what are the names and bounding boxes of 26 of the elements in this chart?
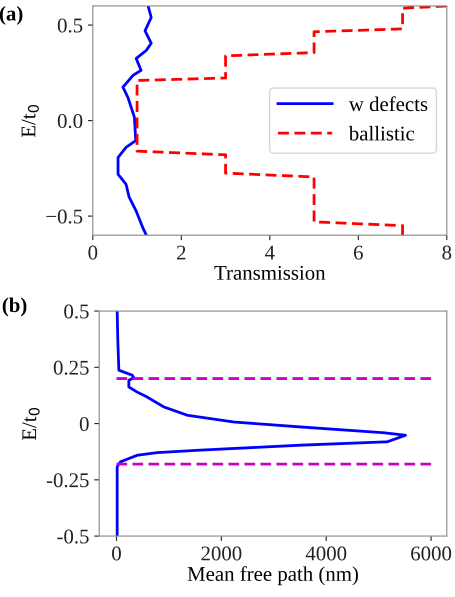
y-tick-label: -0.25 bbox=[46, 473, 89, 488]
y-tick-label: -0.5 bbox=[57, 529, 89, 544]
y-tick-label: 0.5 bbox=[64, 304, 89, 319]
x-tick-label: 2 bbox=[177, 246, 186, 260]
x-tick-label: 0 bbox=[112, 546, 121, 560]
x-tick-label: 6000 bbox=[411, 546, 452, 560]
x-axis-title: Transmission bbox=[214, 266, 326, 280]
x-axis-title: Mean free path (nm) bbox=[188, 566, 358, 586]
x-tick-label: 6 bbox=[354, 246, 363, 260]
y-tick-label: 0.5 bbox=[58, 18, 82, 33]
text: (a) bbox=[0, 6, 22, 25]
y-axis-title: E/t$_{0}$ bbox=[22, 408, 40, 440]
y-tick-label: 0 bbox=[80, 416, 89, 432]
legend-label: w defects bbox=[348, 96, 428, 112]
x-tick-label: 4000 bbox=[306, 546, 346, 560]
text: (b) bbox=[2, 298, 26, 316]
x-tick-label: 4 bbox=[265, 246, 275, 260]
y-axis-title: E/t$_{0}$ bbox=[22, 104, 39, 138]
y-tick-label: −0.5 bbox=[46, 209, 82, 224]
y-tick-label: 0.0 bbox=[58, 114, 82, 128]
line-series bbox=[116, 6, 153, 236]
x-tick-label: 2000 bbox=[201, 546, 242, 560]
x-tick-label: 8 bbox=[442, 246, 452, 260]
y-tick-label: 0.25 bbox=[54, 360, 89, 375]
line-series bbox=[116, 311, 407, 536]
legend-label: ballistic bbox=[348, 126, 414, 141]
